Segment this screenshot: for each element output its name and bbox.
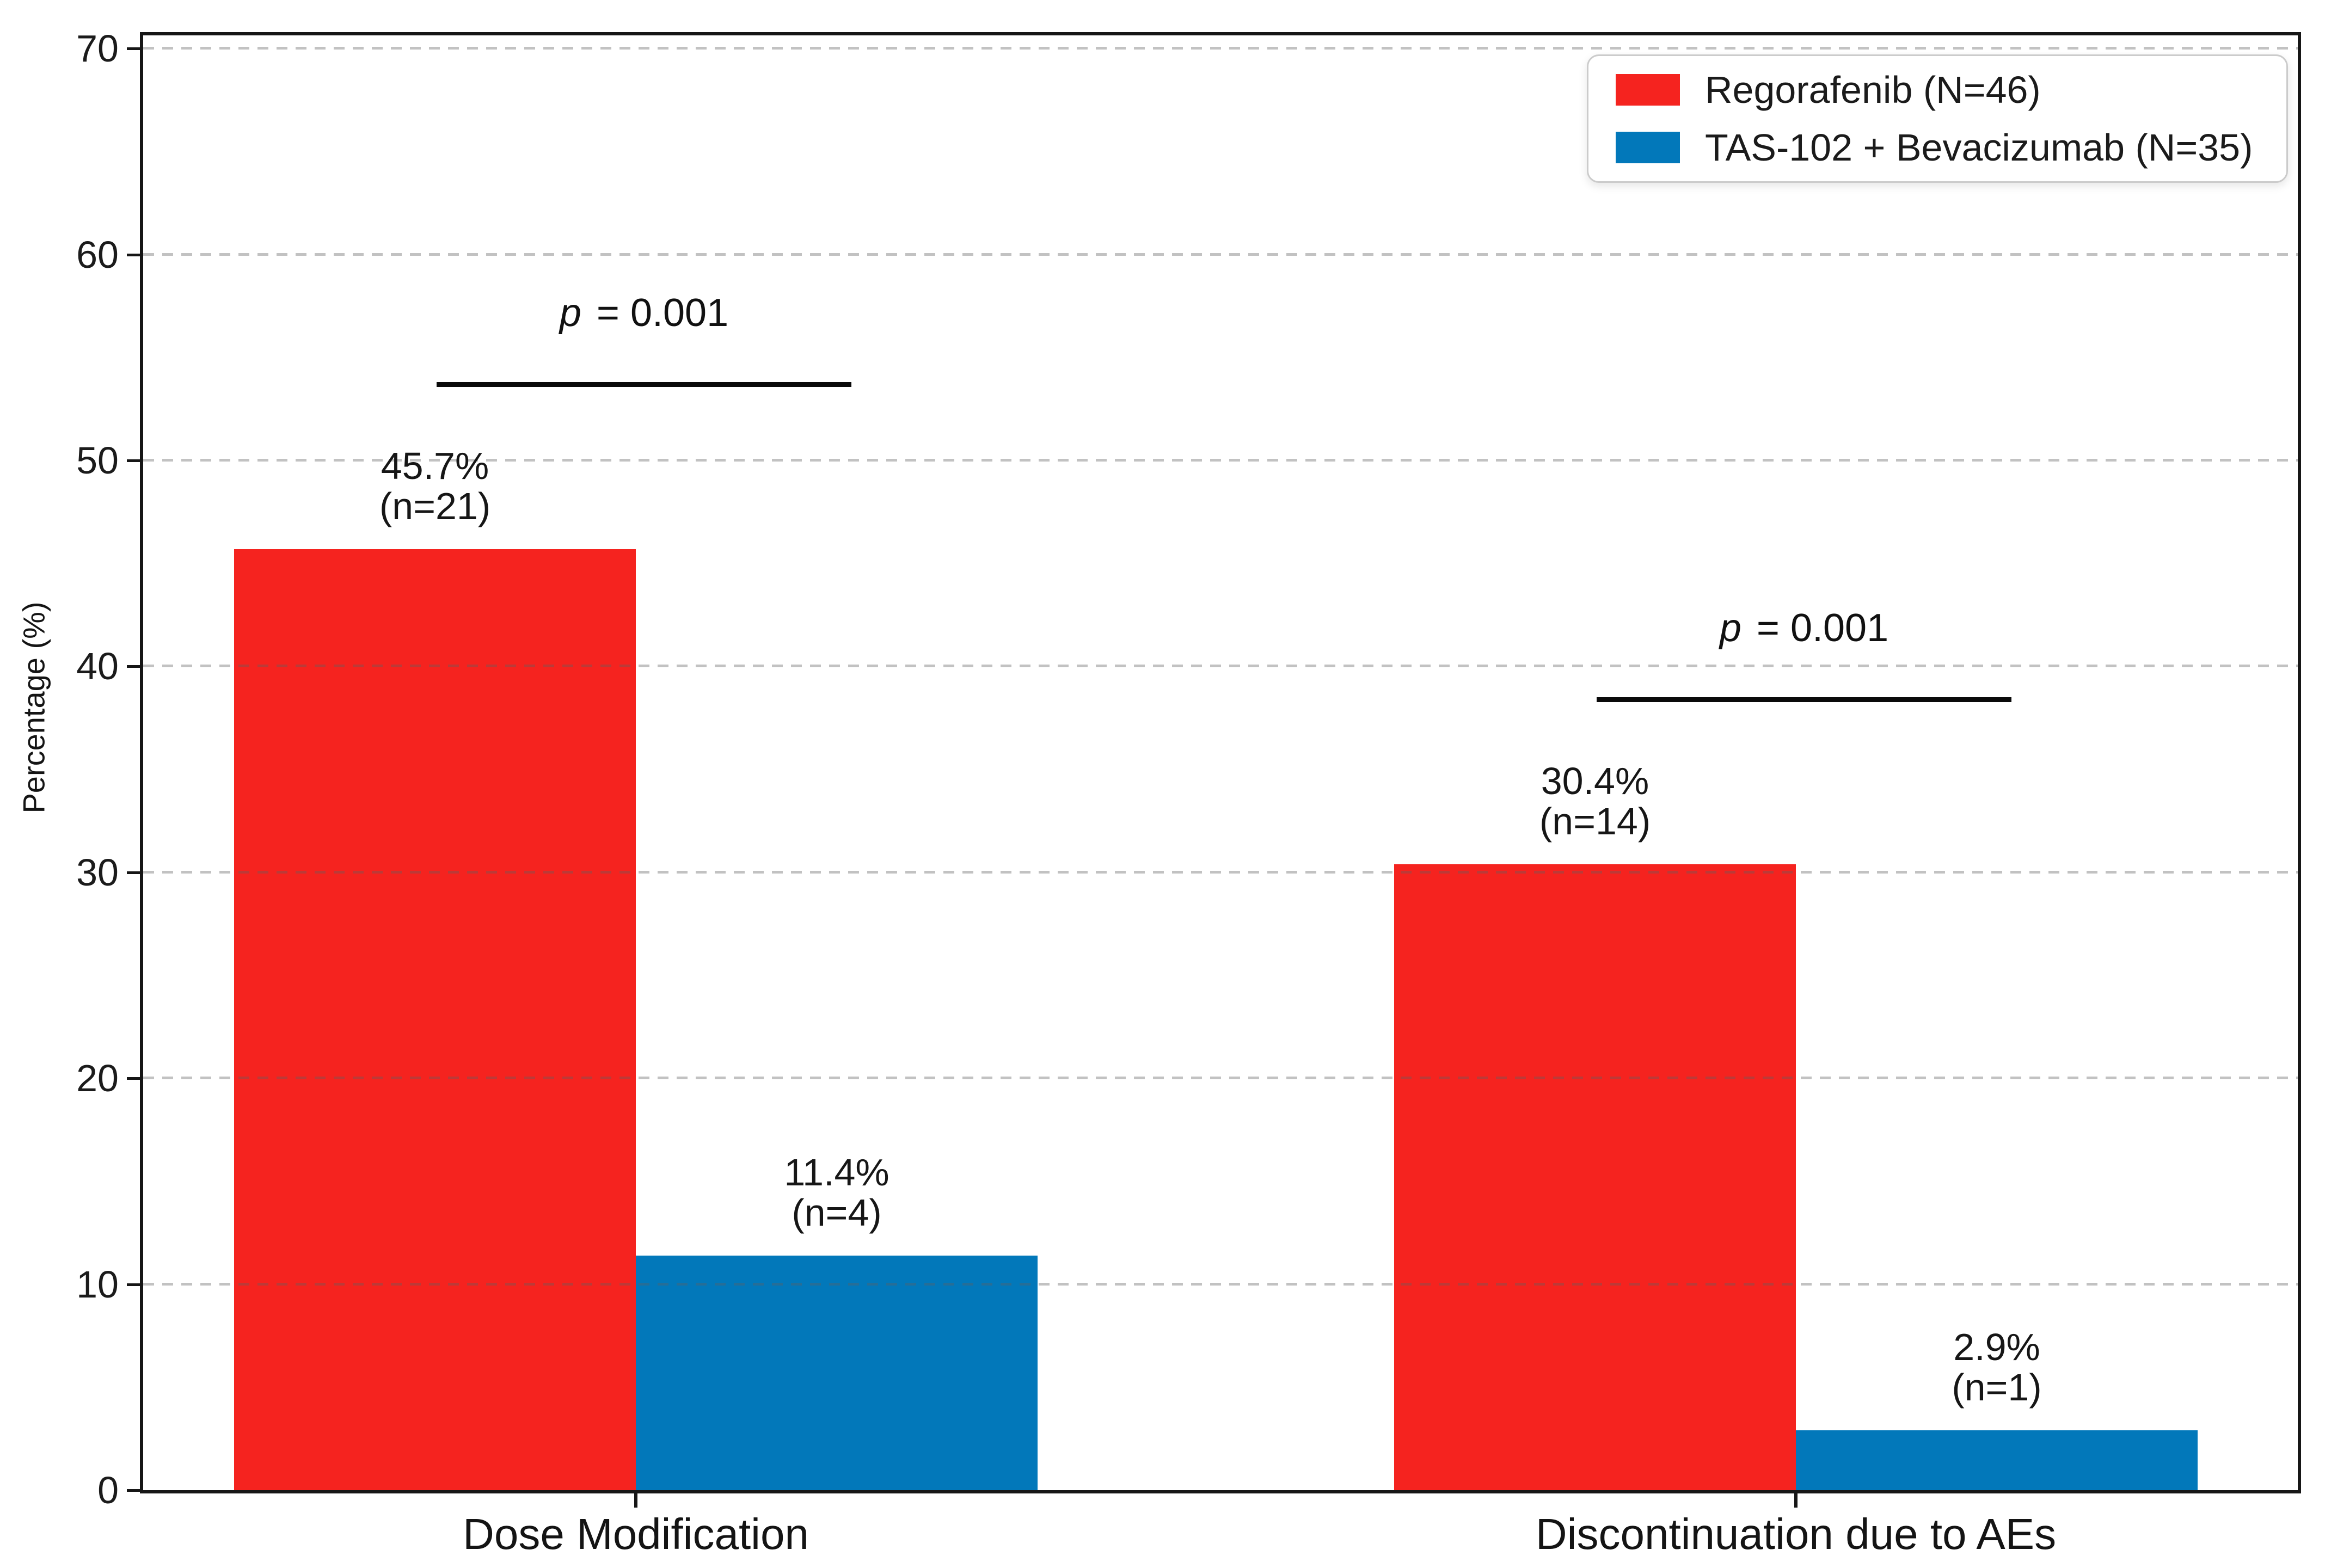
- y-tick-mark-0: [127, 1489, 140, 1492]
- gridline-60: [143, 253, 2298, 256]
- gridline-20: [143, 1077, 2298, 1079]
- gridline-70: [143, 47, 2298, 50]
- category-label-0: Dose Modification: [463, 1510, 809, 1558]
- bar-value-label: 2.9% (n=1): [1952, 1326, 2042, 1409]
- y-tick-mark-60: [127, 254, 140, 256]
- bar-regorafenib-0: [234, 549, 636, 1490]
- significance-line-0: [437, 382, 851, 387]
- p-value-italic-p: p: [559, 291, 581, 335]
- p-value-italic-p: p: [1719, 606, 1741, 650]
- significance-line-1: [1597, 697, 2011, 702]
- category-label-1: Discontinuation due to AEs: [1535, 1510, 2057, 1558]
- bar-value-label: 11.4% (n=4): [784, 1151, 889, 1234]
- legend-swatch-1: [1616, 132, 1680, 163]
- legend-label-0: Regorafenib (N=46): [1705, 69, 2041, 111]
- bar-regorafenib-1: [1394, 864, 1796, 1490]
- y-tick-label-0: 0: [97, 1469, 119, 1511]
- bar-tas102-1: [1796, 1430, 2198, 1490]
- bar-value-label: 30.4% (n=14): [1539, 760, 1651, 843]
- y-tick-label-30: 30: [76, 851, 119, 894]
- y-tick-label-40: 40: [76, 645, 119, 687]
- legend-item-0: Regorafenib (N=46): [1588, 69, 2286, 111]
- p-value-number: = 0.001: [1745, 606, 1889, 650]
- bar-value-label: 45.7% (n=21): [379, 445, 491, 527]
- y-tick-mark-70: [127, 47, 140, 50]
- y-tick-label-60: 60: [76, 233, 119, 276]
- p-value-label-0: p = 0.001: [399, 292, 889, 334]
- y-tick-mark-30: [127, 871, 140, 874]
- y-tick-mark-50: [127, 459, 140, 462]
- y-tick-label-10: 10: [76, 1263, 119, 1306]
- y-tick-label-20: 20: [76, 1057, 119, 1099]
- y-axis-title: Percentage (%): [16, 601, 51, 814]
- bar-tas102-0: [636, 1256, 1038, 1490]
- y-tick-label-50: 50: [76, 439, 119, 482]
- p-value-label-1: p = 0.001: [1559, 607, 2049, 649]
- y-tick-mark-20: [127, 1077, 140, 1080]
- y-tick-mark-10: [127, 1283, 140, 1286]
- legend-item-1: TAS-102 + Bevacizumab (N=35): [1588, 126, 2286, 169]
- y-tick-label-70: 70: [76, 27, 119, 70]
- gridline-30: [143, 871, 2298, 874]
- legend: Regorafenib (N=46) TAS-102 + Bevacizumab …: [1587, 54, 2288, 183]
- gridline-40: [143, 665, 2298, 667]
- legend-label-1: TAS-102 + Bevacizumab (N=35): [1705, 126, 2253, 169]
- legend-swatch-0: [1616, 74, 1680, 106]
- plot-area: 45.7% (n=21) 30.4% (n=14) 11.4% (n=4) 2.9% …: [140, 32, 2301, 1493]
- y-tick-mark-40: [127, 665, 140, 668]
- x-tick-mark-1: [1794, 1493, 1798, 1508]
- p-value-number: = 0.001: [585, 291, 729, 335]
- gridline-50: [143, 459, 2298, 462]
- gridline-10: [143, 1283, 2298, 1286]
- x-tick-mark-0: [634, 1493, 637, 1508]
